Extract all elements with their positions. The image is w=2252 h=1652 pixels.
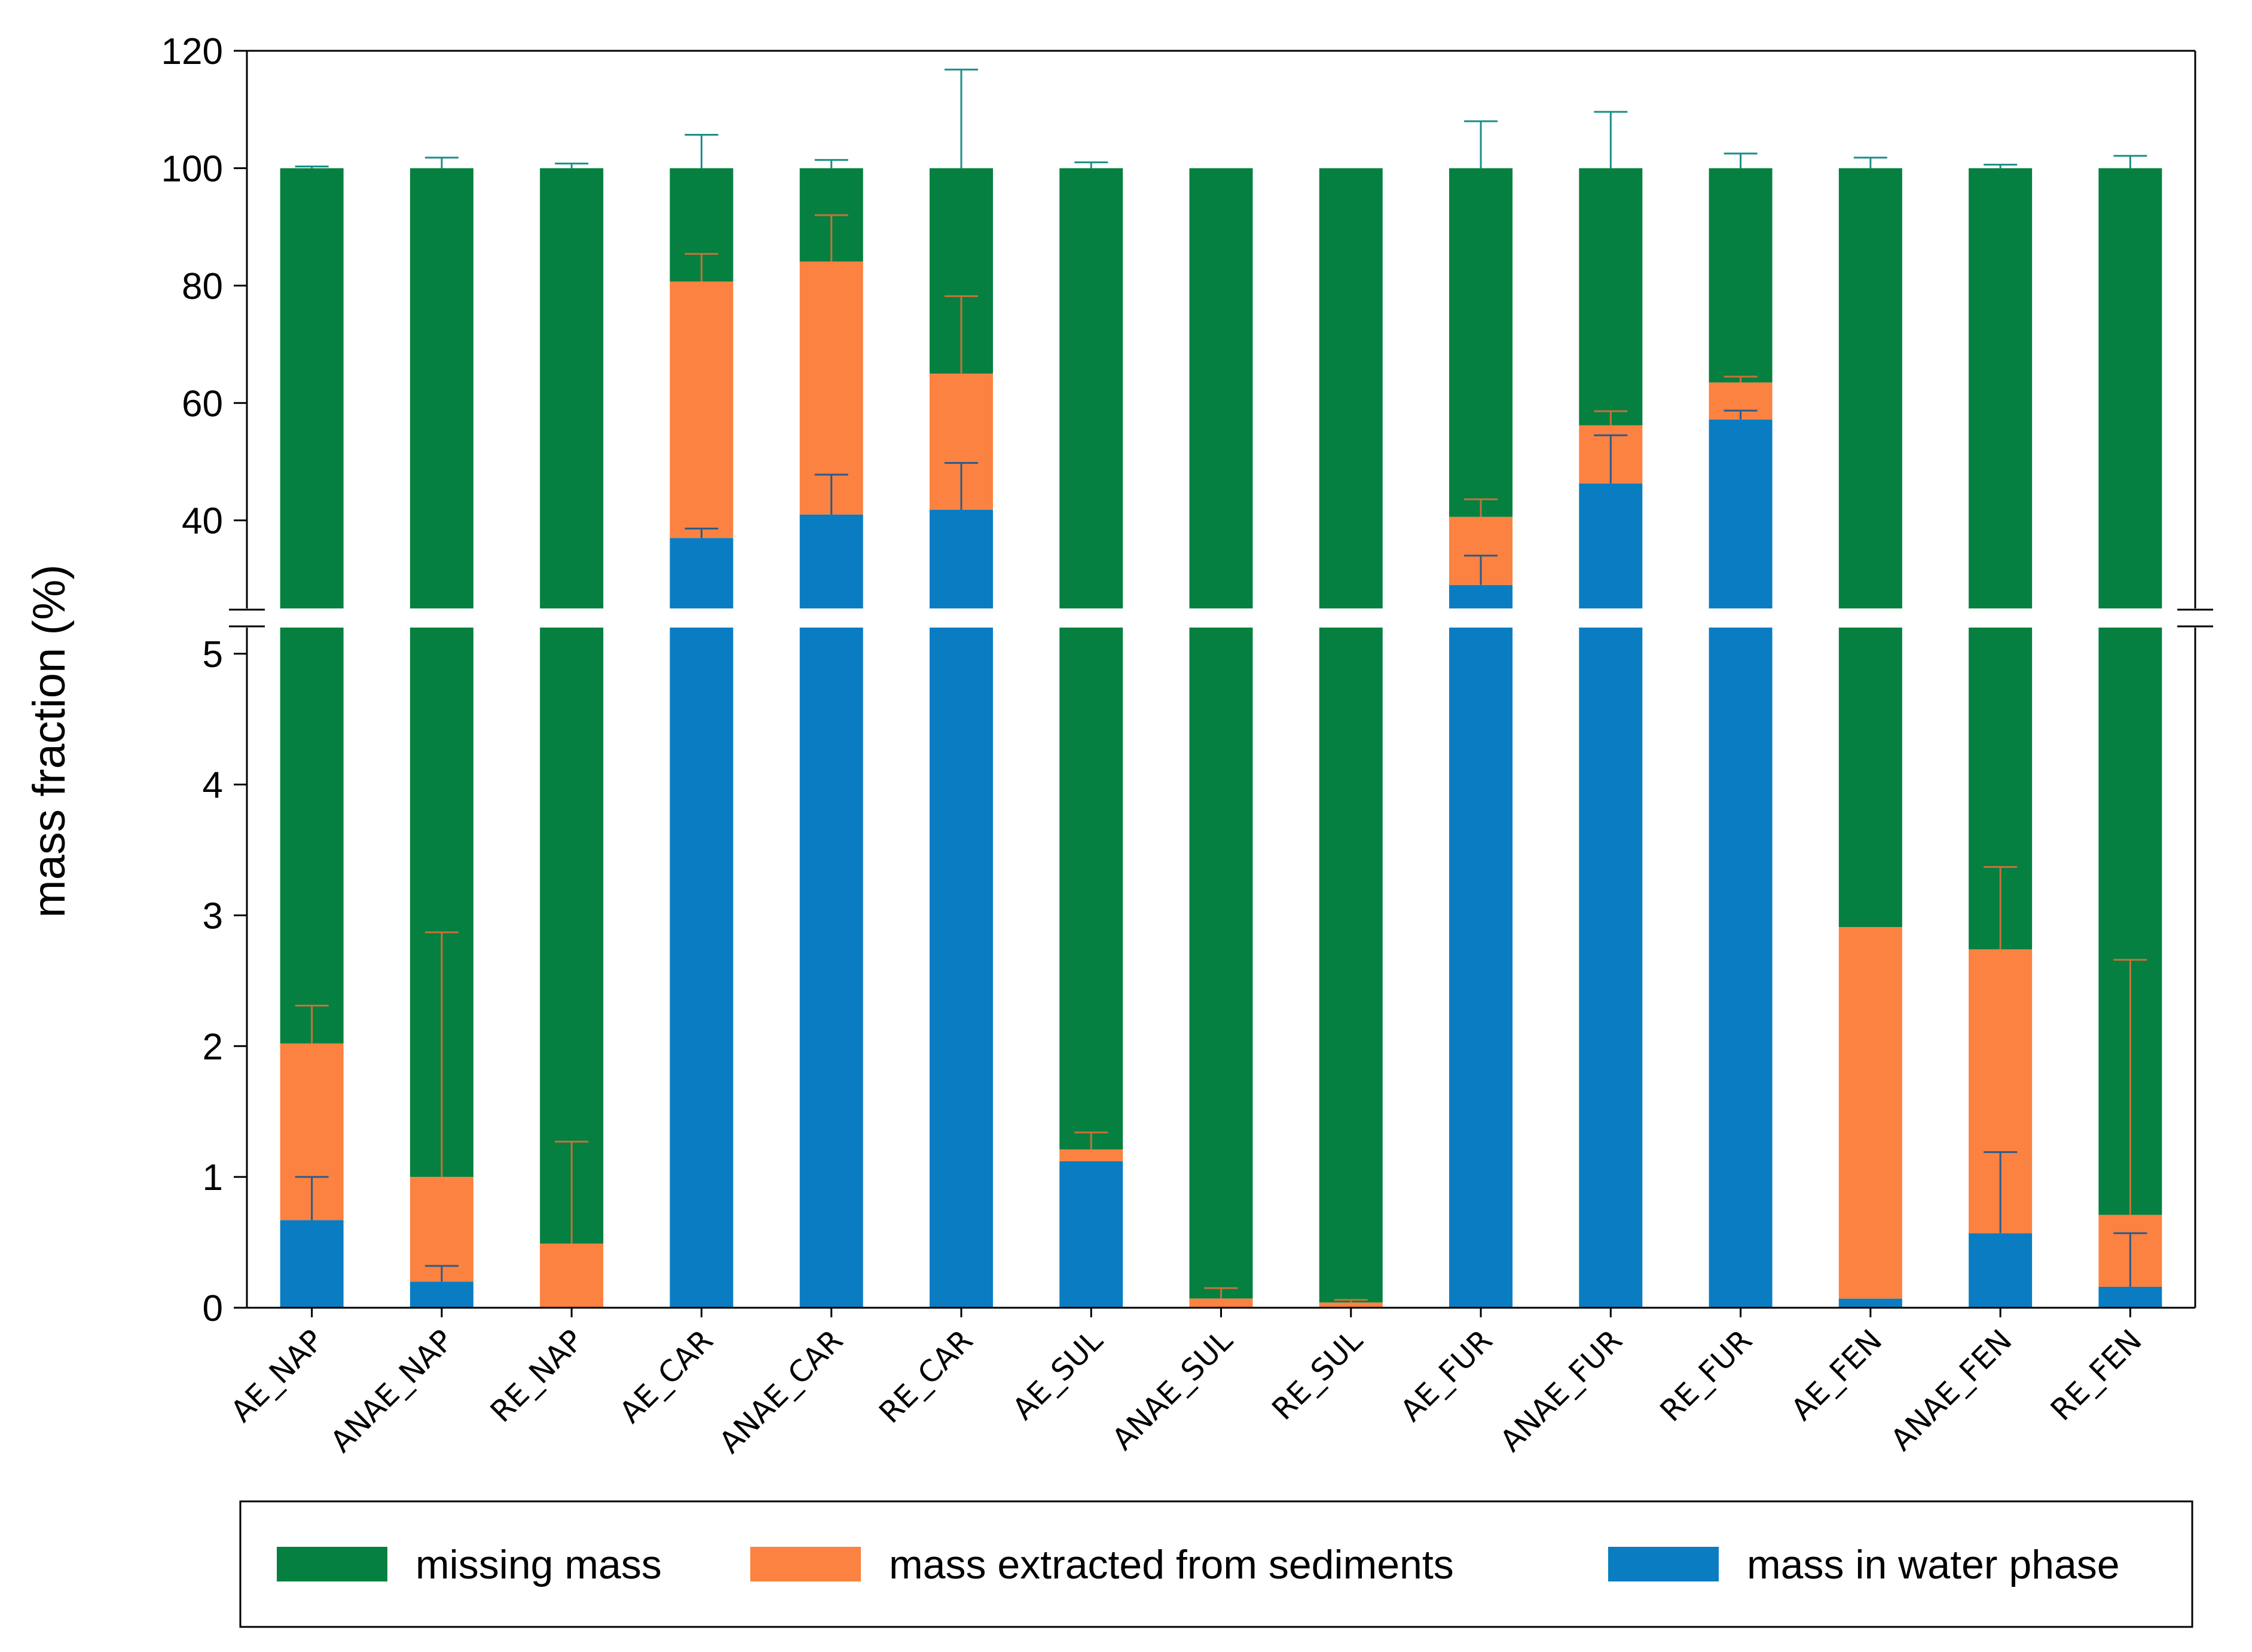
bar-mass-extracted-from-sediments-RE_SUL-lower [1319, 1302, 1383, 1308]
y-axis-title: mass fraction (%) [24, 564, 75, 917]
bar-mass-in-water-phase-AE_CAR-lower [670, 628, 734, 1308]
x-tick-label-AE_FUR: AE_FUR [1394, 1323, 1499, 1428]
legend-swatch-mass-in-water-phase [1608, 1547, 1719, 1581]
bar-mass-extracted-from-sediments-AE_FEN-lower [1838, 927, 1902, 1299]
lower-tick-label-2: 2 [203, 1026, 223, 1067]
x-tick-label-AE_FEN: AE_FEN [1785, 1323, 1889, 1427]
plot-area [280, 68, 2162, 1308]
bar-mass-extracted-from-sediments-ANAE_NAP-lower [410, 1177, 473, 1282]
bar-missing-mass-AE_SUL-lower [1059, 628, 1123, 1150]
x-tick-label-RE_CAR: RE_CAR [872, 1323, 979, 1430]
x-tick-label-ANAE_FUR: ANAE_FUR [1493, 1323, 1629, 1458]
bar-mass-in-water-phase-AE_SUL-lower [1059, 1161, 1123, 1308]
bar-missing-mass-AE_FEN-upper [1838, 168, 1902, 608]
bar-mass-in-water-phase-ANAE_FUR-upper [1579, 483, 1643, 608]
bar-mass-in-water-phase-ANAE_CAR-upper [799, 514, 863, 608]
lower-tick-label-0: 0 [203, 1288, 223, 1329]
bar-missing-mass-ANAE_NAP-upper [410, 168, 473, 608]
bar-mass-in-water-phase-ANAE_FUR-lower [1579, 628, 1643, 1308]
bar-mass-extracted-from-sediments-AE_CAR-upper [670, 281, 734, 539]
legend-box [239, 1500, 2193, 1628]
bar-mass-in-water-phase-AE_CAR-upper [670, 538, 734, 608]
legend-swatch-mass-extracted-from-sediments [750, 1547, 861, 1581]
bar-mass-in-water-phase-RE_FUR-lower [1709, 628, 1773, 1308]
bar-mass-extracted-from-sediments-ANAE_CAR-upper [799, 261, 863, 515]
bar-mass-in-water-phase-RE_FUR-upper [1709, 419, 1773, 608]
bar-missing-mass-RE_FEN-upper [2098, 168, 2162, 608]
x-tick-label-ANAE_SUL: ANAE_SUL [1105, 1323, 1239, 1457]
lower-tick-label-1: 1 [203, 1157, 223, 1198]
bar-missing-mass-RE_SUL-upper [1319, 168, 1383, 608]
legend: missing mass mass extracted from sediment… [239, 1500, 2193, 1628]
upper-tick-label-120: 120 [161, 31, 223, 72]
bar-mass-in-water-phase-AE_FUR-lower [1449, 628, 1513, 1308]
bar-missing-mass-AE_NAP-lower [280, 628, 344, 1044]
x-tick-label-AE_SUL: AE_SUL [1006, 1323, 1109, 1426]
x-tick-label-RE_NAP: RE_NAP [484, 1323, 590, 1429]
bar-mass-in-water-phase-RE_CAR-upper [929, 510, 993, 608]
x-tick-label-ANAE_FEN: ANAE_FEN [1884, 1323, 2019, 1457]
upper-panel [280, 68, 2162, 608]
x-tick-label-ANAE_NAP: ANAE_NAP [324, 1323, 460, 1459]
bar-mass-in-water-phase-RE_FEN-lower [2098, 1286, 2162, 1308]
bar-missing-mass-RE_FUR-upper [1709, 168, 1773, 383]
bar-mass-in-water-phase-AE_FUR-upper [1449, 585, 1513, 608]
bar-mass-extracted-from-sediments-AE_SUL-lower [1059, 1149, 1123, 1161]
bar-missing-mass-ANAE_FEN-upper [1969, 168, 2033, 608]
bar-missing-mass-AE_FEN-lower [1838, 628, 1902, 928]
legend-label-missing-mass: missing mass [415, 1542, 662, 1587]
bar-mass-in-water-phase-ANAE_CAR-lower [799, 628, 863, 1308]
x-tick-label-RE_SUL: RE_SUL [1266, 1323, 1370, 1427]
bar-missing-mass-RE_SUL-lower [1319, 628, 1383, 1303]
bar-mass-in-water-phase-ANAE_NAP-lower [410, 1281, 473, 1308]
x-tick-label-ANAE_CAR: ANAE_CAR [713, 1323, 850, 1460]
lower-panel [280, 628, 2162, 1308]
upper-tick-label-40: 40 [182, 501, 223, 542]
bar-mass-extracted-from-sediments-RE_NAP-lower [540, 1243, 604, 1308]
bar-mass-extracted-from-sediments-ANAE_SUL-lower [1189, 1298, 1253, 1308]
bar-missing-mass-AE_NAP-upper [280, 168, 344, 608]
upper-tick-label-80: 80 [182, 266, 223, 307]
bar-missing-mass-AE_SUL-upper [1059, 168, 1123, 608]
bar-missing-mass-RE_NAP-upper [540, 168, 604, 608]
bar-missing-mass-ANAE_SUL-lower [1189, 628, 1253, 1299]
bar-mass-in-water-phase-ANAE_FEN-lower [1969, 1233, 2033, 1308]
lower-tick-label-3: 3 [203, 895, 223, 937]
upper-tick-label-60: 60 [182, 383, 223, 424]
legend-swatch-missing-mass [277, 1547, 387, 1581]
bar-missing-mass-ANAE_SUL-upper [1189, 168, 1253, 608]
x-tick-label-RE_FUR: RE_FUR [1654, 1323, 1759, 1428]
lower-tick-label-4: 4 [203, 765, 223, 806]
lower-tick-label-5: 5 [203, 634, 223, 675]
bar-mass-in-water-phase-AE_FEN-lower [1838, 1298, 1902, 1308]
x-tick-label-AE_NAP: AE_NAP [224, 1323, 330, 1428]
bar-missing-mass-AE_FUR-upper [1449, 168, 1513, 517]
bar-mass-in-water-phase-AE_NAP-lower [280, 1220, 344, 1308]
x-tick-label-AE_CAR: AE_CAR [613, 1323, 720, 1430]
bar-mass-in-water-phase-RE_CAR-lower [929, 628, 993, 1308]
legend-label-mass-in-water-phase: mass in water phase [1747, 1542, 2120, 1587]
x-tick-label-RE_FEN: RE_FEN [2044, 1323, 2149, 1427]
upper-tick-label-100: 100 [161, 148, 223, 189]
bar-missing-mass-ANAE_FUR-upper [1579, 168, 1643, 426]
legend-label-mass-extracted-from-sediments: mass extracted from sediments [889, 1542, 1454, 1587]
